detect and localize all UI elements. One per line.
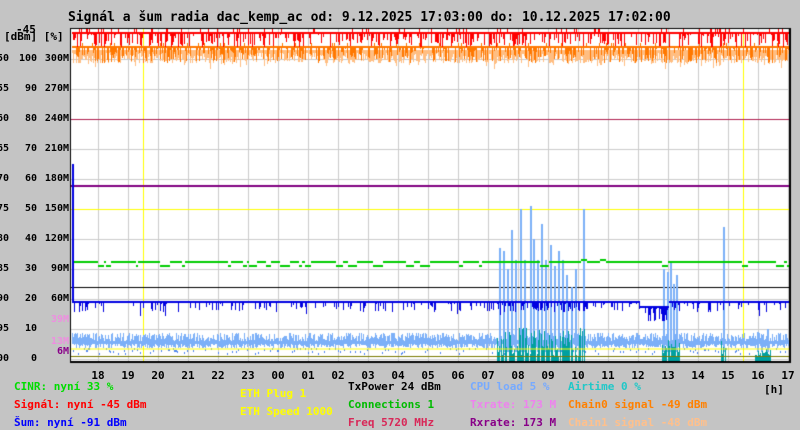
legend-sum: Šum: nyní -91 dBm [14, 416, 127, 429]
x-axis-hour-label: 05 [421, 369, 435, 382]
y-tick-label: -100 [0, 353, 9, 364]
x-axis-hour-label: 20 [151, 369, 165, 382]
y-tick-label: 60M [50, 293, 69, 304]
y-tick-label: -60 [0, 113, 9, 124]
y-tick-label: 210M [44, 143, 69, 154]
y-axis-row: -75 50 150M [0, 203, 69, 214]
legend-cinr: CINR: nyní 33 % [14, 380, 114, 393]
legend-chain1: Chain1 signal -48 dBm [568, 416, 708, 429]
y-tick-label: 90M [50, 263, 69, 274]
y-tick-label: 150M [44, 203, 69, 214]
legend-eth-speed: ETH Speed 1000 [240, 405, 333, 418]
y-axis-rate-label: 39M [50, 314, 69, 325]
y-tick-label: 90 [24, 83, 37, 94]
x-axis-hour-label: 17 [781, 369, 795, 382]
x-axis-hour-label: 01 [301, 369, 315, 382]
y-tick-label: -50 [0, 53, 9, 64]
y-axis-row: -80 40 120M [0, 233, 69, 244]
y-tick-label: -65 [0, 143, 9, 154]
x-axis-hour-label: 08 [511, 369, 525, 382]
y-axis-row: -85 30 90M [0, 263, 69, 274]
y-tick-label: 70 [24, 143, 37, 154]
y-axis-unit-label: [dBm] [%] [4, 30, 64, 43]
x-axis-hour-label: 16 [751, 369, 765, 382]
y-tick-label: 30 [24, 263, 37, 274]
y-tick-label: 240M [44, 113, 69, 124]
legend-txpower: TxPower 24 dBm [348, 380, 441, 393]
y-tick-label: -85 [0, 263, 9, 274]
x-axis-hour-label: 00 [271, 369, 285, 382]
y-tick-label: 60 [24, 173, 37, 184]
legend-txrate: Txrate: 173 M [470, 398, 557, 411]
x-axis-hour-label: 04 [391, 369, 405, 382]
x-axis-hour-label: 09 [541, 369, 555, 382]
y-axis-row: -100 0 [0, 353, 69, 364]
y-tick-label: -80 [0, 233, 9, 244]
x-axis-hour-label: 06 [451, 369, 465, 382]
x-axis-hour-label: 10 [571, 369, 585, 382]
legend-airtime: Airtime 0 % [568, 380, 641, 393]
x-axis-hour-label: 07 [481, 369, 495, 382]
x-axis-hour-label: 11 [601, 369, 615, 382]
x-axis-hour-label: 18 [91, 369, 105, 382]
legend-cpu-load: CPU load 5 % [470, 380, 550, 393]
x-axis-hour-label: 02 [331, 369, 345, 382]
y-tick-label: 0 [30, 353, 37, 364]
y-tick-label: -75 [0, 203, 9, 214]
y-axis-row: -55 90 270M [0, 83, 69, 94]
y-tick-label: 100 [18, 53, 37, 64]
chart-title: Signál a šum radia dac_kemp_ac od: 9.12.… [68, 10, 671, 25]
y-tick-label: 80 [24, 113, 37, 124]
legend-eth-plug: ETH Plug 1 [240, 387, 307, 400]
legend-signal: Signál: nyní -45 dBm [14, 398, 147, 411]
y-tick-label: 180M [44, 173, 69, 184]
y-axis-rate-label: 13M [50, 336, 69, 347]
x-axis-unit-label: [h] [764, 383, 784, 396]
x-axis-hour-label: 03 [361, 369, 375, 382]
x-axis-hour-label: 22 [211, 369, 225, 382]
y-tick-label: 270M [44, 83, 69, 94]
x-axis-hour-label: 14 [691, 369, 705, 382]
x-axis-hour-label: 15 [721, 369, 735, 382]
y-axis-rate-label: 6M [56, 346, 69, 357]
legend-chain0: Chain0 signal -49 dBm [568, 398, 708, 411]
y-tick-label: -55 [0, 83, 9, 94]
x-axis-hour-label: 19 [121, 369, 135, 382]
y-tick-label: 20 [24, 293, 37, 304]
y-axis-row: -95 10 [0, 323, 69, 334]
y-axis-row: -90 20 60M [0, 293, 69, 304]
legend-connections: Connections 1 [348, 398, 435, 411]
y-tick-label: 10 [24, 323, 37, 334]
x-axis-hour-label: 21 [181, 369, 195, 382]
y-tick-label: 120M [44, 233, 69, 244]
x-axis-hour-label: 13 [661, 369, 675, 382]
legend-freq: Freq 5720 MHz [348, 416, 435, 429]
y-axis-row: -65 70 210M [0, 143, 69, 154]
x-axis-hour-label: 12 [631, 369, 645, 382]
legend-rxrate: Rxrate: 173 M [470, 416, 557, 429]
y-tick-label: -70 [0, 173, 9, 184]
y-tick-label: -95 [0, 323, 9, 334]
y-axis-row: -70 60 180M [0, 173, 69, 184]
y-tick-label: -90 [0, 293, 9, 304]
y-tick-label: 300M [44, 53, 69, 64]
y-axis-row: -60 80 240M [0, 113, 69, 124]
y-tick-label: 40 [24, 233, 37, 244]
y-axis-top-label: -45 [16, 23, 36, 36]
y-tick-label: 50 [24, 203, 37, 214]
y-axis-row: -50 100 300M [0, 53, 69, 64]
x-axis-hour-label: 23 [241, 369, 255, 382]
